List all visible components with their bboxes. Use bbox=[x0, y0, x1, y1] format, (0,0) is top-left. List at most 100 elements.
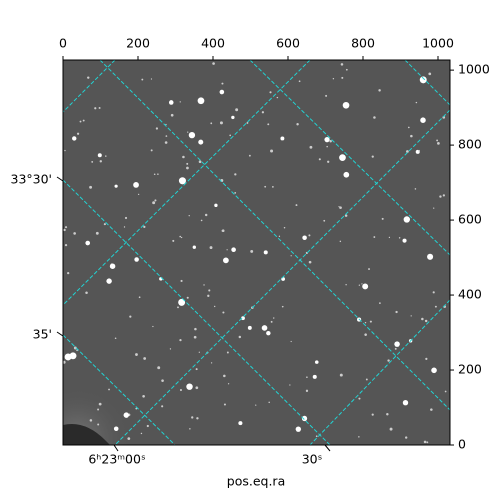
grid-line bbox=[63, 334, 176, 445]
star bbox=[194, 327, 197, 331]
star bbox=[146, 424, 149, 428]
star bbox=[358, 436, 360, 438]
star bbox=[301, 415, 308, 422]
star bbox=[95, 231, 99, 235]
star bbox=[134, 257, 139, 262]
dec-label: 35' bbox=[33, 327, 52, 342]
star bbox=[255, 404, 257, 406]
star bbox=[89, 185, 93, 189]
star bbox=[419, 76, 427, 84]
star bbox=[432, 291, 435, 294]
star bbox=[389, 427, 393, 431]
star bbox=[269, 91, 272, 94]
star bbox=[114, 337, 117, 340]
star bbox=[143, 357, 147, 360]
star bbox=[402, 400, 409, 406]
star bbox=[138, 296, 141, 299]
star bbox=[200, 219, 203, 222]
star bbox=[270, 320, 273, 323]
star bbox=[182, 155, 185, 159]
ra-label: 6ʰ23ᵐ00ˢ bbox=[88, 452, 145, 467]
star bbox=[425, 357, 428, 361]
star bbox=[137, 193, 140, 196]
star bbox=[105, 155, 107, 157]
y-tick-label: 600 bbox=[458, 212, 482, 227]
star bbox=[97, 153, 102, 158]
star bbox=[387, 359, 390, 362]
star bbox=[229, 134, 232, 137]
star bbox=[263, 250, 268, 255]
star bbox=[296, 122, 299, 126]
star bbox=[373, 236, 376, 238]
star bbox=[272, 317, 275, 319]
x-tick-label: 600 bbox=[276, 36, 300, 51]
star bbox=[264, 185, 267, 188]
star bbox=[178, 177, 186, 185]
star bbox=[362, 283, 369, 290]
star bbox=[406, 150, 409, 153]
star bbox=[234, 191, 237, 194]
star bbox=[223, 257, 229, 264]
star bbox=[223, 403, 226, 406]
star bbox=[308, 234, 311, 237]
star bbox=[436, 139, 439, 142]
star bbox=[364, 321, 367, 324]
star bbox=[108, 388, 110, 391]
star bbox=[378, 89, 381, 92]
star bbox=[204, 213, 208, 217]
star bbox=[234, 173, 237, 176]
star bbox=[345, 68, 348, 71]
star bbox=[179, 101, 181, 103]
star bbox=[410, 315, 412, 317]
star bbox=[267, 123, 270, 126]
star bbox=[98, 106, 101, 109]
star bbox=[64, 353, 72, 361]
star bbox=[388, 236, 391, 239]
star bbox=[89, 419, 93, 422]
star bbox=[179, 338, 182, 342]
dec-label: 33°30' bbox=[11, 172, 53, 187]
star bbox=[424, 319, 428, 323]
star bbox=[214, 203, 218, 207]
star bbox=[361, 283, 363, 285]
star bbox=[186, 162, 189, 165]
star bbox=[394, 347, 397, 350]
star bbox=[124, 216, 128, 220]
star bbox=[195, 386, 199, 390]
star bbox=[238, 421, 243, 426]
star bbox=[305, 389, 309, 392]
plot-frame bbox=[62, 59, 451, 446]
star bbox=[106, 278, 112, 284]
star bbox=[358, 284, 361, 286]
grid-line bbox=[309, 299, 450, 445]
star bbox=[270, 149, 274, 153]
star bbox=[428, 72, 432, 76]
grid-line bbox=[114, 109, 450, 445]
star bbox=[339, 206, 342, 210]
star bbox=[444, 390, 447, 393]
star bbox=[189, 428, 191, 430]
star bbox=[421, 317, 424, 321]
ra-label: 30ˢ bbox=[302, 452, 323, 467]
star bbox=[177, 306, 179, 309]
star bbox=[315, 435, 318, 438]
star bbox=[180, 236, 183, 239]
star bbox=[165, 123, 167, 126]
star bbox=[439, 195, 442, 198]
star bbox=[157, 366, 161, 370]
star bbox=[381, 217, 384, 220]
coordinate-grid bbox=[63, 60, 450, 445]
y-tick-label: 0 bbox=[458, 437, 466, 452]
star bbox=[358, 397, 361, 400]
star bbox=[114, 184, 118, 188]
star bbox=[97, 408, 100, 411]
star bbox=[172, 239, 175, 242]
star bbox=[433, 207, 435, 209]
star bbox=[407, 126, 410, 129]
star bbox=[64, 149, 66, 152]
star bbox=[405, 436, 408, 439]
grid-line bbox=[249, 60, 450, 256]
star bbox=[76, 132, 80, 135]
star bbox=[371, 413, 374, 416]
star bbox=[302, 235, 307, 241]
